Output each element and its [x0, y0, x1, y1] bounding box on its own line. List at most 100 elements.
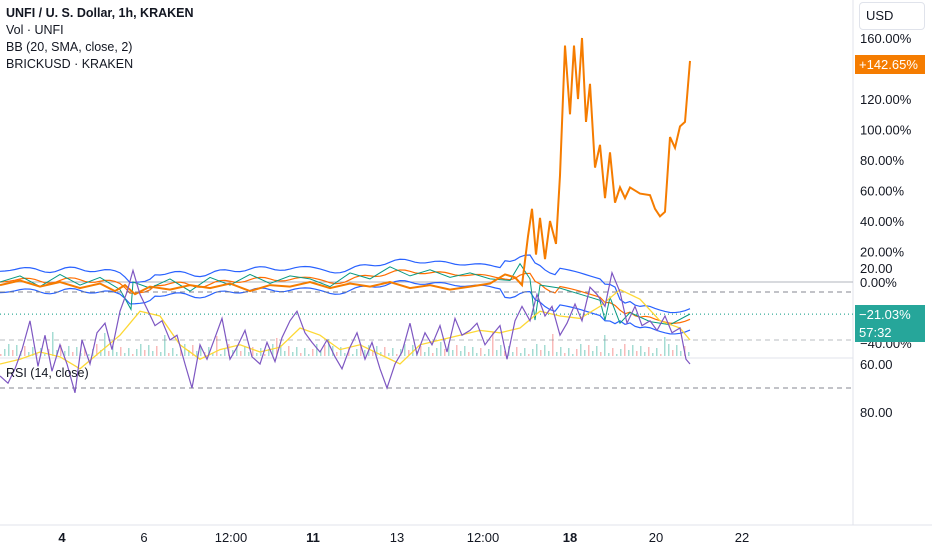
volume-bar — [248, 352, 250, 356]
volume-bar — [444, 349, 446, 356]
bb-upper-band — [0, 254, 691, 314]
volume-bar — [408, 350, 410, 356]
volume-bar — [396, 354, 398, 356]
volume-bar — [432, 353, 434, 356]
volume-bar — [484, 354, 486, 356]
currency-button[interactable]: USD — [859, 2, 925, 30]
main-grid — [0, 0, 932, 526]
legend-compare[interactable]: BRICKUSD · KRAKEN — [6, 57, 134, 71]
rsi-tick-label: 80.00 — [860, 405, 893, 420]
volume-bar — [544, 345, 546, 356]
volume-bar — [424, 352, 426, 356]
main-last-value-badge: −21.03% — [855, 305, 925, 325]
volume-bar — [176, 354, 178, 356]
volume-bar — [236, 345, 238, 356]
volume-bar — [488, 349, 490, 356]
volume-bar — [144, 350, 146, 356]
volume-bar — [672, 350, 674, 356]
volume-bar — [588, 345, 590, 356]
volume-bar — [36, 353, 38, 356]
volume-bar — [356, 349, 358, 356]
rsi-tick-label: 60.00 — [860, 357, 893, 372]
volume-bar — [668, 344, 670, 356]
volume-bar — [592, 351, 594, 356]
volume-bar — [384, 347, 386, 356]
volume-bar — [632, 345, 634, 356]
volume-bar — [60, 345, 62, 356]
volume-bar — [320, 350, 322, 356]
volume-bar — [76, 347, 78, 356]
volume-bar — [268, 349, 270, 356]
price-tick-label: 40.00% — [860, 214, 905, 229]
volume-bar — [148, 345, 150, 356]
volume-bar — [556, 352, 558, 356]
volume-bar — [140, 344, 142, 356]
volume-bar — [44, 354, 46, 356]
volume-bar — [276, 338, 278, 356]
volume-bar — [460, 351, 462, 356]
volume-bar — [532, 349, 534, 356]
volume-bar — [128, 348, 130, 356]
volume-bar — [404, 344, 406, 356]
volume-bar — [4, 349, 6, 356]
main-series — [0, 37, 691, 326]
volume-bar — [80, 353, 82, 356]
volume-bar — [0, 354, 2, 356]
volume-bar — [8, 344, 10, 356]
volume-bar — [388, 353, 390, 356]
volume-bar — [400, 349, 402, 356]
symbol-title[interactable]: UNFI / U. S. Dollar, 1h, KRAKEN — [6, 6, 194, 20]
volume-bar — [540, 350, 542, 356]
volume-bar — [664, 337, 666, 356]
volume-bar — [328, 339, 330, 356]
price-tick-label: 160.00% — [860, 31, 912, 46]
volume-bar — [172, 348, 174, 356]
bollinger-bands — [0, 254, 691, 335]
volume-bar — [280, 345, 282, 356]
volume-bar — [476, 353, 478, 356]
volume-bar — [28, 352, 30, 356]
volume-bar — [292, 352, 294, 356]
time-tick-label: 20 — [649, 530, 663, 545]
volume-bar — [656, 348, 658, 356]
volume-bar — [336, 352, 338, 356]
volume-bar — [12, 350, 14, 356]
bb-basis-line — [0, 269, 691, 324]
volume-bar — [372, 351, 374, 356]
volume-bar — [576, 349, 578, 356]
volume-bar — [548, 351, 550, 356]
volume-bar — [288, 346, 290, 356]
volume-bar — [552, 334, 554, 356]
volume-bar — [380, 352, 382, 356]
rsi-tick-label: 20.00 — [860, 261, 893, 276]
volume-bar — [512, 352, 514, 356]
volume-bar — [124, 353, 126, 356]
legend-rsi-label[interactable]: RSI (14, close) — [6, 366, 89, 380]
volume-bar — [480, 348, 482, 356]
volume-bar — [56, 350, 58, 356]
price-axis[interactable]: 160.00%140.00%120.00%100.00%80.00%60.00%… — [860, 31, 912, 420]
volume-bar — [272, 344, 274, 356]
time-axis[interactable]: 4 6 12:00 11 13 12:00 18 20 22 — [58, 530, 749, 545]
volume-bar — [628, 350, 630, 356]
volume-bar — [160, 352, 162, 356]
bar-countdown-badge: 57:32 — [855, 323, 925, 343]
volume-bar — [84, 348, 86, 356]
volume-bar — [184, 344, 186, 356]
volume-bar — [500, 345, 502, 356]
volume-bar — [100, 350, 102, 356]
volume-bar — [164, 335, 166, 356]
volume-bar — [536, 344, 538, 356]
legend-volume[interactable]: Vol · UNFI — [6, 23, 64, 37]
volume-bar — [316, 344, 318, 356]
volume-bar — [244, 346, 246, 356]
volume-bar — [572, 354, 574, 356]
volume-bar — [676, 345, 678, 356]
legend-bollinger[interactable]: BB (20, SMA, close, 2) — [6, 40, 133, 54]
volume-bar — [224, 349, 226, 356]
volume-bar — [136, 349, 138, 356]
price-tick-label: 80.00% — [860, 153, 905, 168]
volume-bar — [644, 352, 646, 356]
volume-bar — [436, 348, 438, 356]
